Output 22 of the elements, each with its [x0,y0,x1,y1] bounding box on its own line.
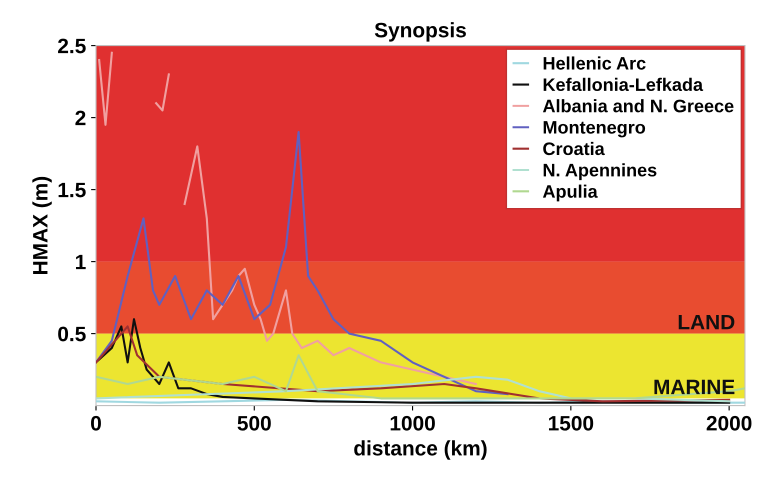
y-tick-label: 0.5 [58,326,86,342]
band-label: MARINE [654,380,734,394]
x-tick-label: 1500 [548,416,594,431]
y-tick-label: 2.5 [58,38,86,54]
legend-label: Hellenic Arc [544,56,646,70]
legend-label: Montenegro [544,121,646,138]
legend-label: Kefallonia-Lefkada [544,78,704,92]
x-tick-label: 2000 [706,416,752,431]
legend-label: N. Apennines [544,163,656,180]
x-tick-label: 500 [238,416,271,431]
y-tick-label: 1.5 [58,182,86,198]
x-tick-label: 1000 [390,416,435,431]
x-axis-title: distance (km) [354,440,487,460]
y-tick-label: 2 [75,110,86,126]
y-tick-label: 1 [76,254,86,270]
y-axis-title: HMAX (m) [32,176,52,274]
x-tick-label: 0 [91,416,101,431]
legend-label: Albania and N. Greece [542,99,734,112]
chart-title: Synopsis [374,22,466,42]
legend-label: Croatia [543,142,605,156]
band-label: LAND [678,314,734,330]
legend-label: Apulia [542,184,598,202]
